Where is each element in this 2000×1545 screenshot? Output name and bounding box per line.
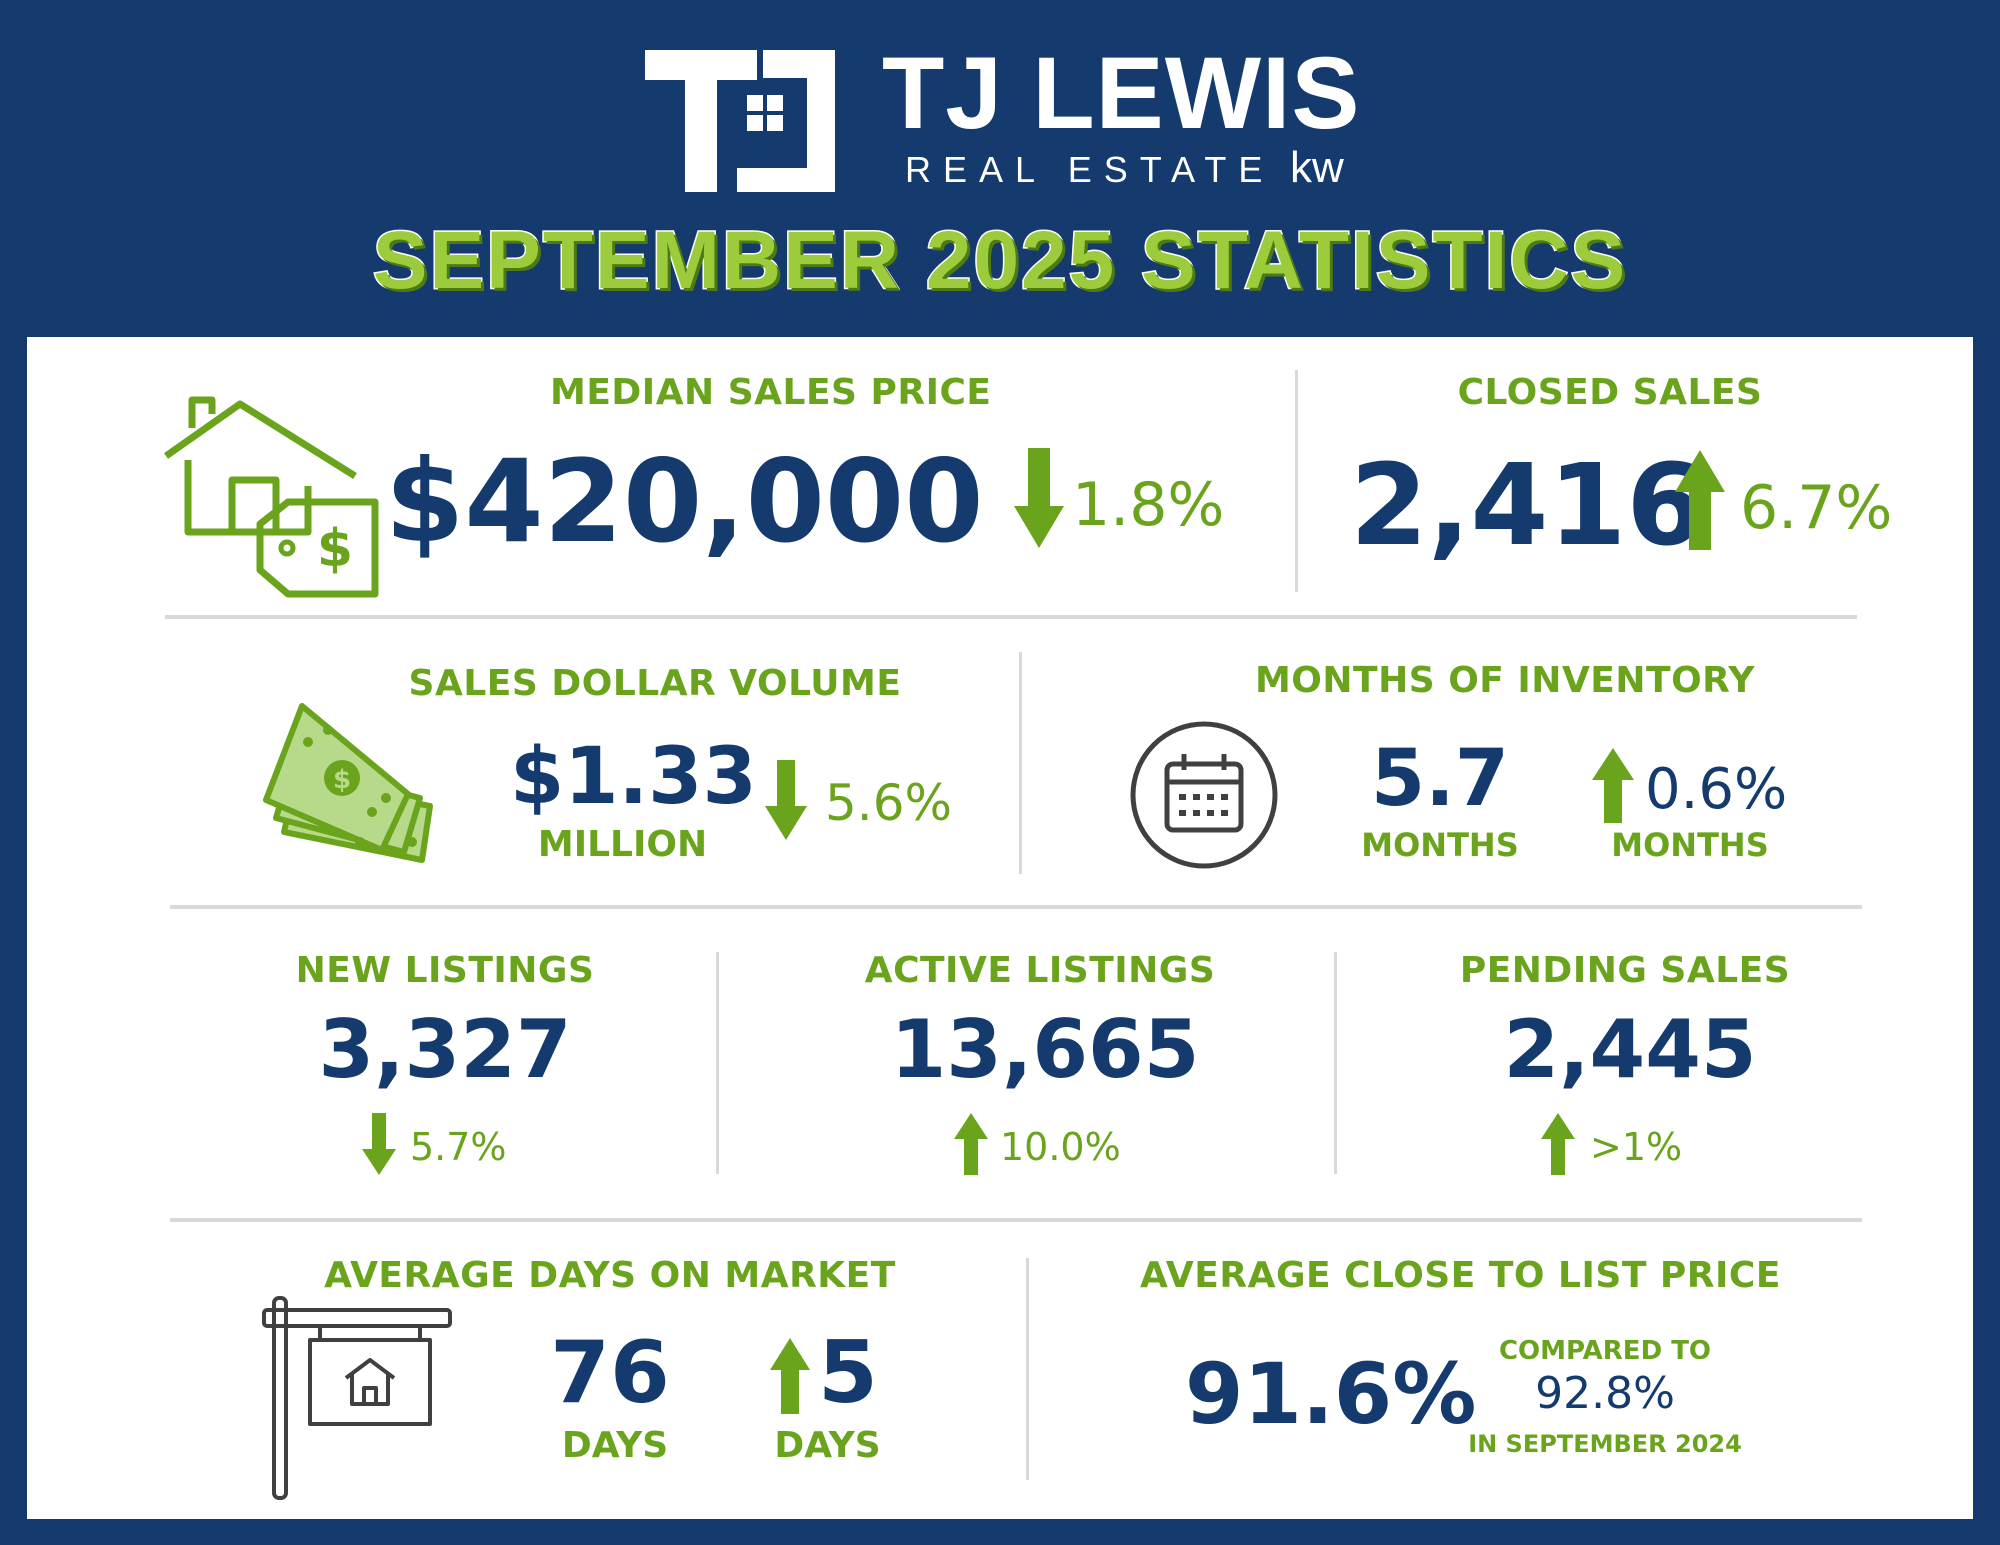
compared-to-label: COMPARED TO [1498, 1336, 1712, 1366]
new-listings-change: 5.7% [410, 1125, 507, 1169]
median-sales-price-change: 1.8% [1072, 470, 1225, 540]
arrow-down-icon [1014, 448, 1064, 548]
page-title: SEPTEMBER 2025 STATISTICS [371, 215, 1628, 306]
average-close-to-list-value: 91.6% [1185, 1345, 1477, 1443]
months-of-inventory-change: 0.6% [1645, 757, 1788, 822]
arrow-up-icon [1592, 748, 1634, 823]
sales-dollar-volume-value: $1.33 [510, 732, 757, 822]
pending-sales-change: >1% [1590, 1125, 1683, 1169]
house-price-tag-icon: $ [163, 396, 379, 598]
statistics-panel [27, 337, 1973, 1519]
active-listings-value: 13,665 [890, 1003, 1200, 1096]
sales-dollar-volume-change: 5.6% [825, 774, 953, 832]
closed-sales-change: 6.7% [1740, 473, 1893, 543]
closed-sales-value: 2,416 [1350, 441, 1705, 571]
average-days-on-market-change: 5 [818, 1323, 878, 1423]
compared-to-value: 92.8% [1535, 1368, 1675, 1419]
compared-to-period: IN SEPTEMBER 2024 [1468, 1430, 1742, 1458]
for-sale-sign-icon [262, 1296, 452, 1500]
divider-vertical [1019, 652, 1022, 874]
sales-dollar-volume-label: SALES DOLLAR VOLUME [408, 663, 902, 704]
arrow-down-icon [362, 1113, 396, 1175]
closed-sales-label: CLOSED SALES [1457, 372, 1763, 413]
new-listings-label: NEW LISTINGS [295, 950, 595, 991]
arrow-up-icon [770, 1338, 810, 1414]
arrow-up-icon [1675, 450, 1725, 550]
calendar-icon [1130, 721, 1278, 869]
median-sales-price-value: $420,000 [385, 435, 984, 568]
divider-horizontal [165, 615, 1857, 619]
money-stack-icon: $ [263, 703, 433, 863]
months-of-inventory-value: 5.7 [1370, 734, 1510, 824]
divider-horizontal [170, 905, 1862, 909]
median-sales-price-label: MEDIAN SALES PRICE [550, 372, 992, 413]
arrow-up-icon [954, 1113, 988, 1175]
new-listings-value: 3,327 [318, 1003, 572, 1096]
average-days-on-market-value: 76 [550, 1323, 670, 1423]
months-of-inventory-change-unit: MONTHS [1611, 826, 1769, 864]
pending-sales-value: 2,445 [1503, 1003, 1757, 1096]
sales-dollar-volume-unit: MILLION [537, 824, 708, 865]
months-of-inventory-label: MONTHS OF INVENTORY [1254, 660, 1756, 701]
arrow-up-icon [1541, 1113, 1575, 1175]
divider-vertical [1334, 952, 1337, 1174]
pending-sales-label: PENDING SALES [1459, 950, 1791, 991]
average-days-on-market-label: AVERAGE DAYS ON MARKET [324, 1255, 896, 1296]
divider-vertical [1026, 1258, 1029, 1480]
average-days-on-market-unit: DAYS [561, 1425, 669, 1466]
months-of-inventory-unit: MONTHS [1361, 826, 1519, 864]
brand-name: TJ LEWIS [882, 36, 1361, 150]
svg-text:$: $ [333, 765, 351, 795]
arrow-down-icon [765, 760, 807, 840]
average-days-on-market-change-unit: DAYS [774, 1425, 881, 1466]
logo-icon [645, 50, 835, 192]
divider-vertical [716, 952, 719, 1174]
active-listings-label: ACTIVE LISTINGS [864, 950, 1216, 991]
divider-vertical [1295, 370, 1298, 592]
svg-text:$: $ [317, 519, 353, 579]
average-close-to-list-label: AVERAGE CLOSE TO LIST PRICE [1140, 1255, 1781, 1296]
active-listings-change: 10.0% [1000, 1125, 1121, 1169]
divider-horizontal [170, 1218, 1862, 1222]
brand-tagline: REAL ESTATE [905, 149, 1275, 190]
kw-logo: kw [1290, 143, 1344, 192]
